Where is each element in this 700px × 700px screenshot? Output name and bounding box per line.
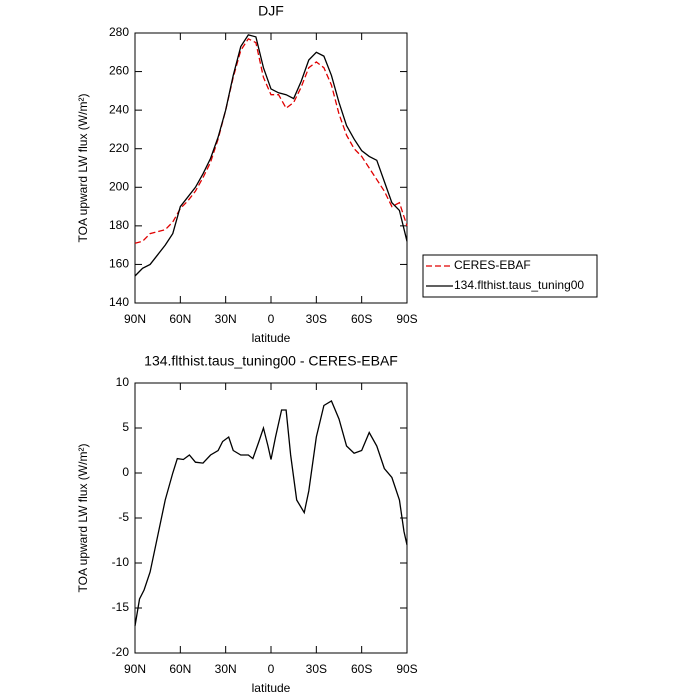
x-tick-label: 30S <box>306 662 327 676</box>
x-tick-label: 90N <box>124 312 146 326</box>
panel: DJF latitude TOA upward LW flux (W/m²) 140 1… <box>76 3 598 345</box>
y-tick-label: -15 <box>112 600 130 614</box>
y-tick-label: -20 <box>112 645 130 659</box>
x-tick-label: 60N <box>169 312 191 326</box>
y-tick-label: 260 <box>109 64 129 78</box>
x-tick-label: 0 <box>268 312 275 326</box>
x-tick-label: 60S <box>351 662 372 676</box>
y-axis-title: TOA upward LW flux (W/m²) <box>76 444 90 593</box>
y-tick-label: 240 <box>109 102 129 116</box>
y-tick-label: 10 <box>116 375 130 389</box>
x-tick-label: 90N <box>124 662 146 676</box>
y-axis-title: TOA upward LW flux (W/m²) <box>76 94 90 243</box>
legend-box <box>422 254 598 298</box>
series-line <box>134 34 408 277</box>
plot-frame <box>134 382 408 654</box>
x-tick-label: 30N <box>215 312 237 326</box>
x-tick-label: 30N <box>215 662 237 676</box>
chart-title: 134.flthist.taus_tuning00 - CERES-EBAF <box>144 353 398 369</box>
y-tick-label: 0 <box>122 465 129 479</box>
series-line <box>134 400 408 627</box>
legend-label: 134.flthist.taus_tuning00 <box>454 278 584 292</box>
x-axis-title: latitude <box>252 331 291 345</box>
y-tick-label: 140 <box>109 295 129 309</box>
plot-frame <box>134 32 408 304</box>
x-axis-title: latitude <box>252 681 291 695</box>
x-tick-label: 0 <box>268 662 275 676</box>
x-tick-label: 60S <box>351 312 372 326</box>
x-tick-label: 30S <box>306 312 327 326</box>
chart-title: DJF <box>258 3 284 19</box>
legend-label: CERES-EBAF <box>454 258 531 272</box>
y-tick-label: 200 <box>109 179 129 193</box>
panel: 134.flthist.taus_tuning00 - CERES-EBAF la… <box>76 353 418 695</box>
x-tick-label: 60N <box>169 662 191 676</box>
y-tick-label: -5 <box>118 510 129 524</box>
x-tick-label: 90S <box>396 662 417 676</box>
series-line <box>134 37 408 244</box>
y-tick-label: 280 <box>109 25 129 39</box>
y-tick-label: 5 <box>122 420 129 434</box>
y-tick-label: 220 <box>109 141 129 155</box>
x-tick-label: 90S <box>396 312 417 326</box>
y-tick-label: 180 <box>109 218 129 232</box>
y-tick-label: -10 <box>112 555 130 569</box>
y-tick-label: 160 <box>109 257 129 271</box>
